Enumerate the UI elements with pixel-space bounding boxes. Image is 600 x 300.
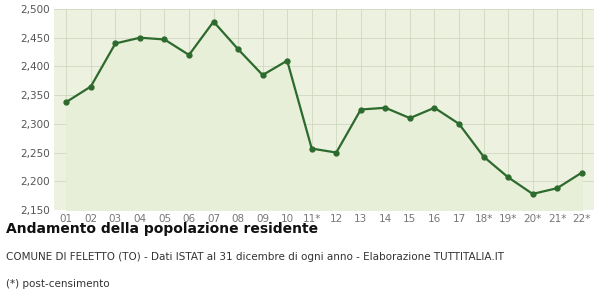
Text: COMUNE DI FELETTO (TO) - Dati ISTAT al 31 dicembre di ogni anno - Elaborazione T: COMUNE DI FELETTO (TO) - Dati ISTAT al 3… bbox=[6, 252, 504, 262]
Text: Andamento della popolazione residente: Andamento della popolazione residente bbox=[6, 222, 318, 236]
Text: (*) post-censimento: (*) post-censimento bbox=[6, 279, 110, 289]
